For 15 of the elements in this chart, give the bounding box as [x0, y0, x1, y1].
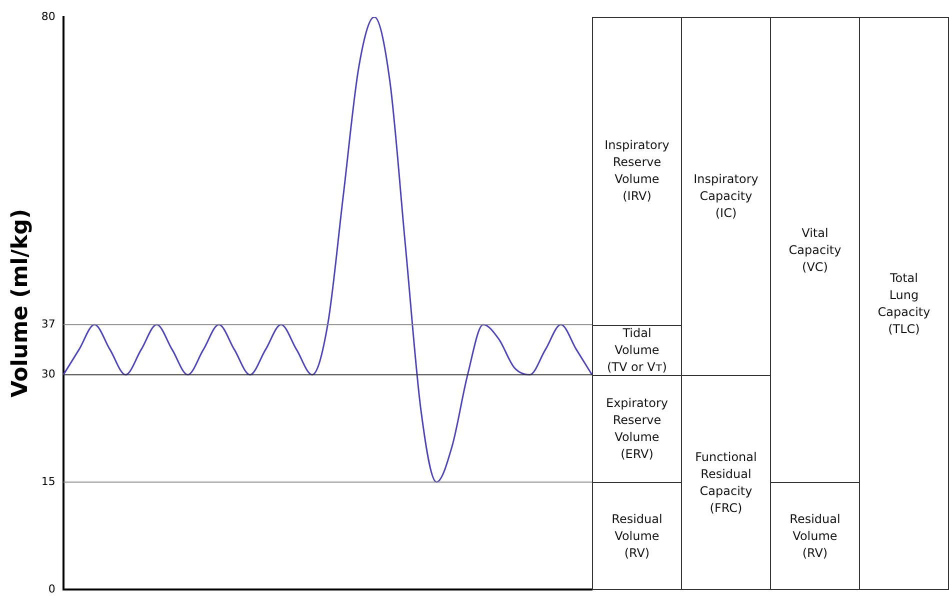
y-tick-label: 80 [41, 10, 56, 23]
text: Residual Volume (RV) [612, 510, 662, 562]
text: Inspiratory Capacity (IC) [694, 170, 758, 222]
text: Vital Capacity (VC) [788, 224, 842, 276]
y-tick-label: 0 [48, 582, 56, 596]
y-tick-label: 30 [41, 368, 56, 381]
text: Total Lung Capacity (TLC) [878, 270, 930, 338]
text: Tidal Volume (TV or Vᴛ) [606, 324, 667, 376]
y-axis-title: Volume (ml/kg) [8, 208, 33, 398]
text: Inspiratory Reserve Volume (IRV) [604, 137, 670, 206]
text: Functional Residual Capacity (FRC) [695, 448, 757, 517]
y-tick-label: 15 [41, 474, 56, 488]
y-tick-label: 37 [41, 318, 56, 331]
text: Expiratory Reserve Volume (ERV) [606, 394, 668, 463]
text: Residual Volume (RV) [790, 510, 840, 562]
